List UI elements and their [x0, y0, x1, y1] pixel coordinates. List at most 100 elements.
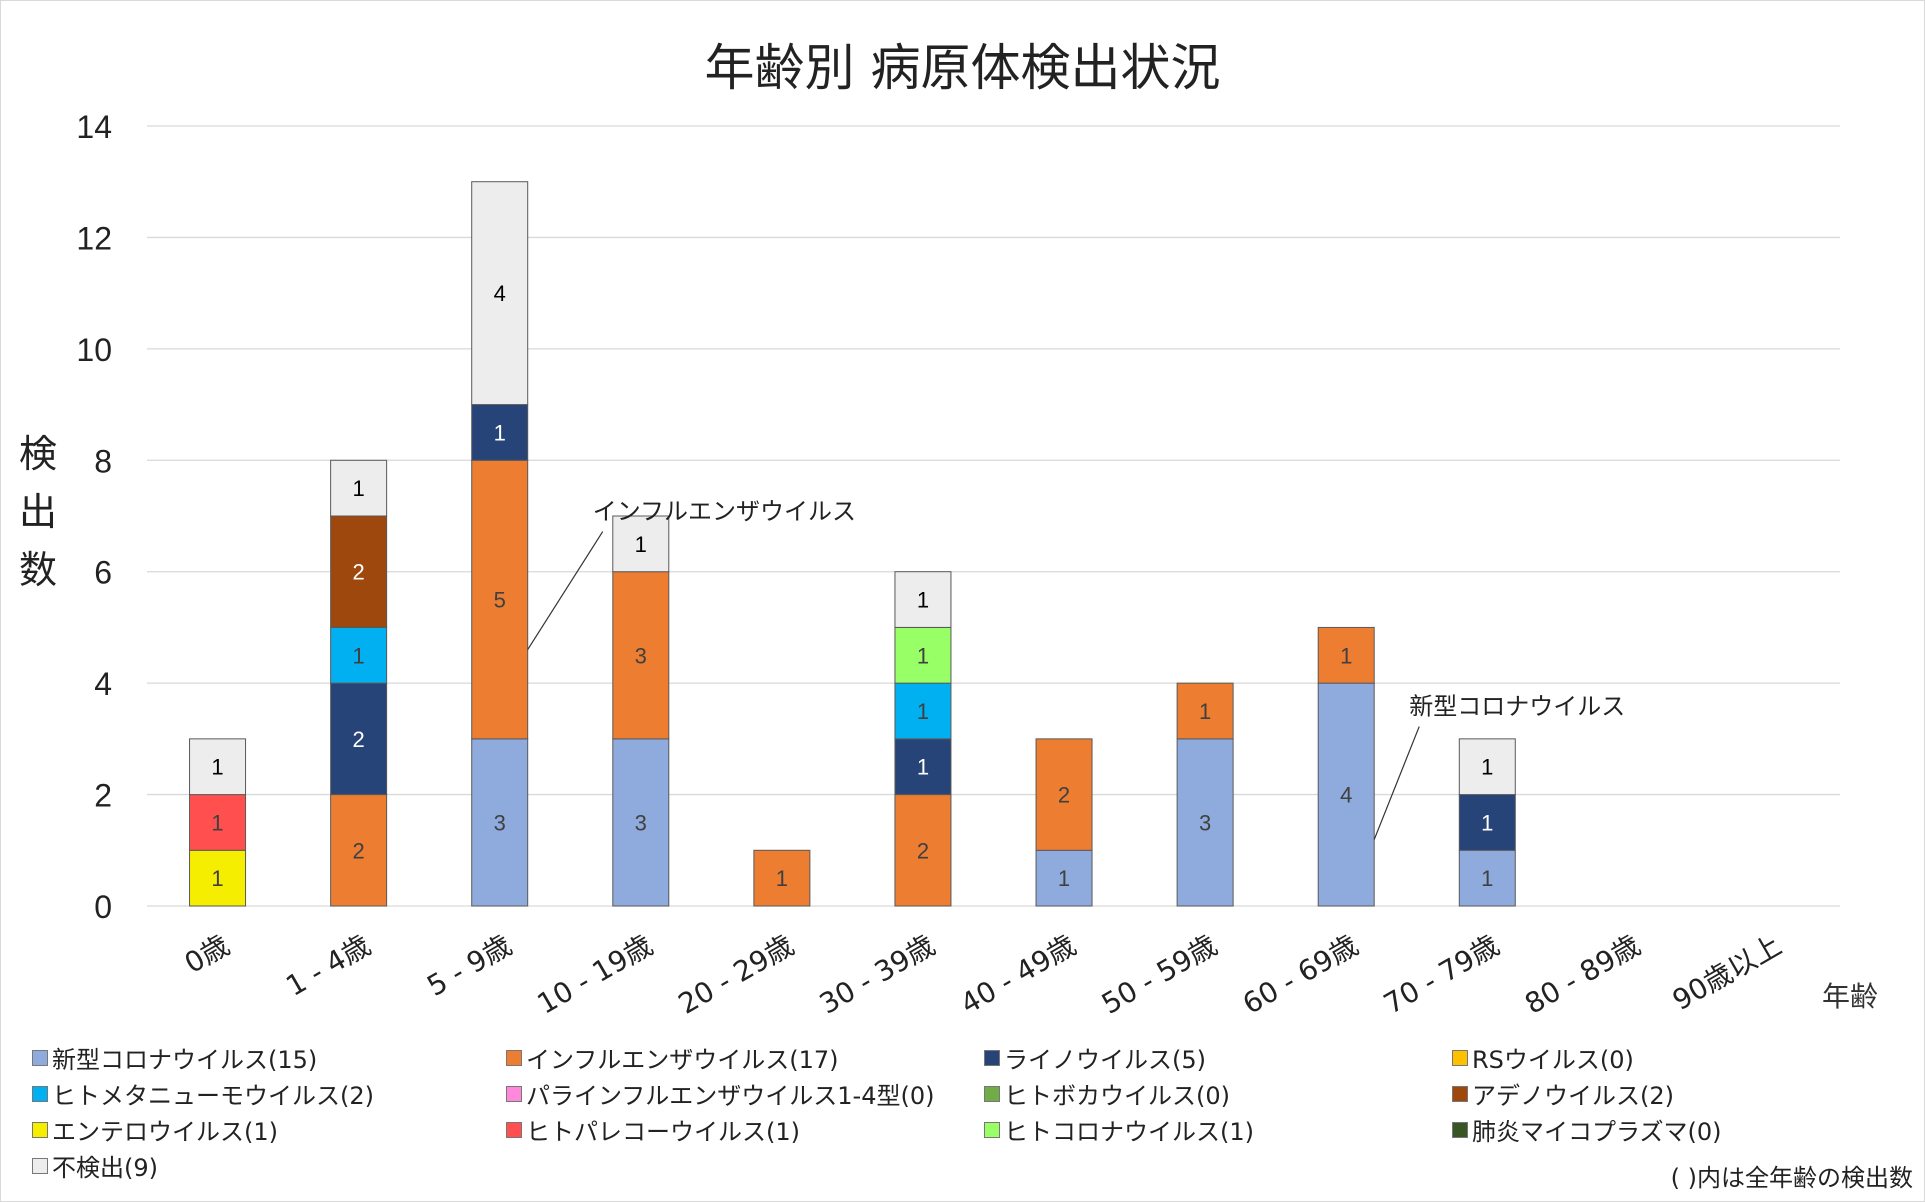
- bar-segment: [894, 626, 952, 684]
- data-label: 1: [353, 476, 365, 501]
- bar-segment: [330, 794, 388, 907]
- annotation-label: 新型コロナウイルス: [1409, 693, 1625, 721]
- x-tick-label: 30 - 39歳: [814, 928, 941, 1020]
- data-label: 2: [353, 838, 365, 863]
- annotation-leader-line: [1373, 726, 1420, 840]
- data-label: 2: [917, 838, 929, 863]
- bar-segment: [894, 738, 952, 796]
- data-label: 1: [1340, 643, 1352, 668]
- y-tick-label: 4: [94, 666, 112, 702]
- legend-item: 新型コロナウイルス(15): [32, 1040, 317, 1075]
- data-label: 1: [1481, 755, 1493, 780]
- y-axis-label-glyph: 数: [18, 548, 57, 592]
- bar-segment: [612, 571, 670, 740]
- data-label: 1: [211, 755, 223, 780]
- bar-segment: [471, 181, 529, 406]
- y-tick-label: 8: [94, 443, 112, 479]
- x-tick-label: 60 - 69歳: [1237, 928, 1364, 1020]
- data-label: 1: [1199, 699, 1211, 724]
- legend-item: RSウイルス(0): [1452, 1040, 1634, 1075]
- data-label: 1: [1481, 810, 1493, 835]
- legend-swatch: [506, 1121, 522, 1138]
- x-tick-label: 80 - 89歳: [1519, 928, 1646, 1020]
- data-label: 1: [494, 420, 506, 445]
- data-label: 2: [353, 560, 365, 585]
- bar-segment: [612, 738, 670, 907]
- bar-segment: [1317, 682, 1375, 907]
- data-label: 3: [635, 810, 647, 835]
- data-label: 1: [635, 532, 647, 557]
- bar-segment: [330, 515, 388, 628]
- legend-item: エンテロウイルス(1): [32, 1112, 278, 1147]
- data-label: 3: [1199, 810, 1211, 835]
- data-label: 1: [353, 643, 365, 668]
- x-tick-label: 20 - 29歳: [673, 928, 800, 1020]
- bar-segment: [189, 794, 247, 851]
- bar-segment: [753, 849, 811, 907]
- bar-segment: [189, 849, 247, 907]
- x-tick-label: 0歳: [179, 928, 235, 979]
- legend-swatch: [32, 1049, 48, 1066]
- data-label: 1: [211, 866, 223, 891]
- y-tick-label: 14: [76, 109, 112, 145]
- bar-segment: [894, 682, 952, 740]
- legend-item: 肺炎マイコプラズマ(0): [1452, 1112, 1722, 1147]
- legend-swatch: [32, 1085, 48, 1102]
- legend-item: ライノウイルス(5): [984, 1040, 1206, 1075]
- legend-swatch: [1452, 1121, 1468, 1138]
- bar-segment: [189, 738, 247, 796]
- legend-item: ヒトメタニューモウイルス(2): [32, 1076, 374, 1111]
- y-axis-label-glyph: 出: [18, 490, 57, 534]
- legend-item: 不検出(9): [32, 1148, 158, 1183]
- x-tick-label: 50 - 59歳: [1096, 928, 1223, 1020]
- y-tick-label: 12: [76, 220, 112, 256]
- data-label: 1: [776, 866, 788, 891]
- bar-segment: [1317, 626, 1375, 684]
- y-tick-label: 0: [94, 889, 112, 925]
- bar-segment: [471, 738, 529, 907]
- bar-segment: [330, 459, 388, 517]
- legend-swatch: [984, 1121, 1000, 1138]
- x-tick-label: 10 - 19歳: [532, 928, 659, 1020]
- x-axis-label: 年齢: [1822, 980, 1879, 1013]
- legend-note: ( )内は全年齢の検出数: [1670, 1164, 1913, 1192]
- bar-segment: [330, 682, 388, 796]
- legend-item: ヒトボカウイルス(0): [984, 1076, 1230, 1111]
- legend-label: パラインフルエンザウイルス1-4型(0): [526, 1082, 935, 1110]
- legend-label: 肺炎マイコプラズマ(0): [1472, 1118, 1722, 1146]
- x-tick-label: 1 - 4歳: [280, 928, 376, 1002]
- bar-segment: [1176, 738, 1234, 907]
- y-tick-label: 10: [76, 332, 112, 368]
- legend-swatch: [1452, 1085, 1468, 1102]
- y-axis-label: 検出数: [18, 425, 58, 599]
- x-tick-label: 5 - 9歳: [421, 928, 517, 1002]
- data-label: 1: [1058, 866, 1070, 891]
- bar-segment: [894, 794, 952, 907]
- legend-label: アデノウイルス(2): [1472, 1082, 1674, 1110]
- data-label: 3: [635, 643, 647, 668]
- data-label: 5: [494, 588, 506, 613]
- data-label: 3: [494, 810, 506, 835]
- legend-label: RSウイルス(0): [1472, 1046, 1634, 1074]
- chart-title: 年齢別 病原体検出状況: [704, 39, 1221, 97]
- legend-label: 不検出(9): [52, 1154, 158, 1182]
- x-tick-label: 90歳以上: [1667, 928, 1787, 1016]
- data-label: 1: [917, 755, 929, 780]
- legend-label: ヒトコロナウイルス(1): [1004, 1118, 1254, 1146]
- legend-label: エンテロウイルス(1): [52, 1118, 278, 1146]
- data-label: 2: [353, 727, 365, 752]
- data-label: 2: [1058, 783, 1070, 808]
- legend-swatch: [506, 1049, 522, 1066]
- annotation-label: インフルエンザウイルス: [593, 498, 856, 526]
- legend-label: 新型コロナウイルス(15): [52, 1046, 318, 1074]
- y-axis-label-char: 検出数: [18, 425, 58, 599]
- legend-label: ヒトパレコーウイルス(1): [526, 1118, 800, 1146]
- data-label: 4: [1340, 783, 1352, 808]
- data-label: 1: [917, 643, 929, 668]
- legend-swatch: [984, 1049, 1000, 1066]
- legend-item: ヒトコロナウイルス(1): [984, 1112, 1254, 1147]
- legend-item: アデノウイルス(2): [1452, 1076, 1674, 1111]
- x-tick-label: 70 - 79歳: [1378, 928, 1505, 1020]
- bar-segment: [471, 459, 529, 740]
